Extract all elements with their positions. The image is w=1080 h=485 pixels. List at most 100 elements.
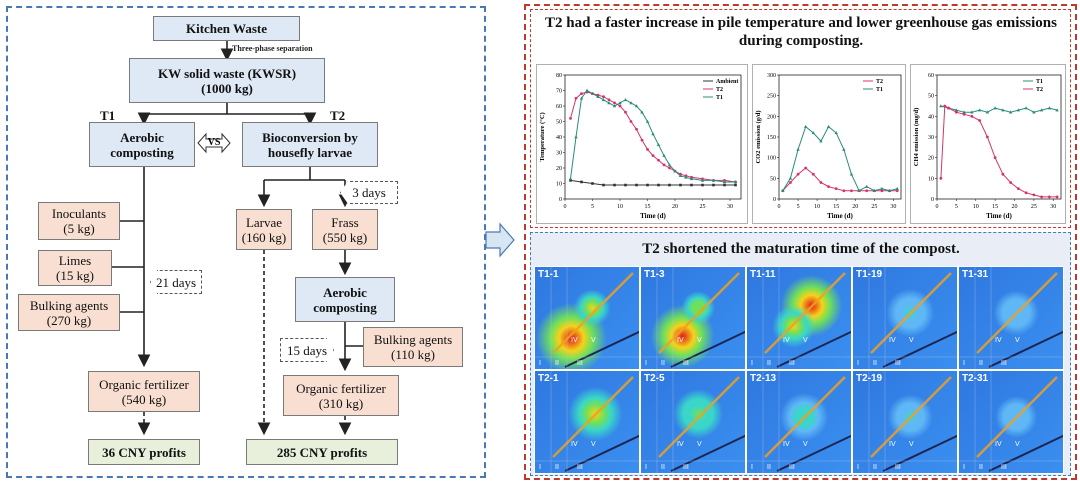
temperature-chart-frame: 0 5 10 15 20 25 30 0 10 20 30 40 50 60 70 80 Time (d) Tem… [536,64,748,224]
y-tick-label: 0 [931,197,934,203]
region-label-i: I [645,464,647,471]
data-point [803,124,808,128]
data-point [580,180,583,184]
x-tick-label: 5 [591,204,594,210]
scatter-lines [535,267,639,369]
data-point [612,104,617,108]
organic-fertilizer-t2-box: Organic fertilizer (310 kg) [283,375,399,416]
x-tick-label: 0 [778,204,781,210]
region-label-iii: III [577,360,583,367]
days-3-tag: 3 days [340,181,398,204]
profit-t2-box: 285 CNY profits [246,439,398,465]
data-point [684,175,688,179]
region-label-v: V [803,441,808,448]
series-line-t2 [570,91,736,183]
data-point [624,183,627,187]
data-point [700,178,705,182]
data-point [962,112,966,116]
region-label-v: V [909,441,914,448]
data-point [568,177,573,181]
region-label-iv: IV [995,441,1002,448]
data-point [1009,181,1013,184]
data-point [1040,195,1044,199]
data-point [834,131,838,135]
x-axis-label: Time (d) [827,212,853,220]
region-label-iv: IV [571,337,578,344]
series-line-t1 [570,89,736,183]
eem-spectrum-t2-19: T2-19 I II III IV V [852,370,958,474]
eem-sample-label: T2-13 [750,373,777,384]
region-label-iii: III [1001,360,1007,367]
x-tick-label: 5 [797,204,800,210]
x-tick-label: 10 [814,204,820,210]
data-point [574,135,578,139]
second-order-line [564,434,639,472]
data-point [947,106,951,110]
data-point [826,124,831,128]
frass-box: Frass (550 kg) [312,209,378,250]
data-point [722,180,727,184]
x-axis-label: Time (d) [986,212,1012,220]
vs-label: VS [207,137,221,148]
x-tick-label: 20 [1012,204,1018,210]
data-point [978,119,982,122]
data-point [574,96,578,100]
data-point [895,189,899,193]
data-point [618,101,622,105]
eem-sample-label: T1-31 [962,269,989,280]
data-point [640,110,644,114]
data-point [662,163,666,167]
bulking-agents-t1-box: Bulking agents (270 kg) [18,294,120,331]
data-point [613,101,616,105]
data-point [962,110,966,114]
rayleigh-line [870,272,952,354]
region-label-v: V [1015,337,1020,344]
y-tick-label: 0 [559,197,562,203]
y-tick-label: 50 [770,176,776,182]
legend-label: Ambient [716,79,738,85]
data-point [1055,195,1059,199]
data-point [711,178,716,182]
data-point [880,189,884,193]
data-point [651,132,655,136]
region-label-v: V [1015,441,1020,448]
y-tick-label: 150 [767,135,776,141]
region-label-ii: II [555,464,559,471]
ch4-chart: 0 5 10 15 20 25 30 0 10 20 30 40 50 60 Time (d) CH4 emi… [913,73,1062,220]
scatter-lines [853,371,957,473]
kwsr-box: KW solid waste (KWSR) (1000 kg) [129,58,325,103]
data-point [634,104,639,108]
y-tick-label: 70 [556,89,562,95]
data-point [678,173,683,178]
data-point [1008,110,1013,114]
region-label-i: I [751,360,753,367]
data-point [624,110,627,114]
data-point [585,88,589,92]
data-point [607,98,611,102]
region-label-iv: IV [995,337,1002,344]
region-label-iii: III [1001,464,1007,471]
region-label-v: V [591,337,596,344]
eem-spectrum-t2-5: T2-5 I II III IV V [640,370,746,474]
region-label-iv: IV [571,441,578,448]
rayleigh-line [764,376,846,458]
plot-area [778,74,902,200]
region-label-v: V [697,337,702,344]
data-point [789,181,792,184]
eem-spectrum-t1-3: T1-3 I II III IV V [640,266,746,370]
kitchen-waste-box: Kitchen Waste [153,16,300,41]
data-point [618,104,622,108]
region-label-iii: III [577,464,583,471]
y-axis-label: CO2 emission (g/d) [755,110,762,163]
region-label-v: V [591,441,596,448]
region-label-v: V [697,441,702,448]
region-label-i: I [857,360,859,367]
x-tick-label: 15 [992,204,998,210]
y-tick-label: 0 [773,197,776,203]
data-point [690,183,693,187]
data-point [668,166,671,170]
data-point [689,177,694,181]
eem-sample-label: T1-19 [856,269,883,280]
region-label-i: I [751,464,753,471]
y-tick-label: 20 [928,156,934,162]
